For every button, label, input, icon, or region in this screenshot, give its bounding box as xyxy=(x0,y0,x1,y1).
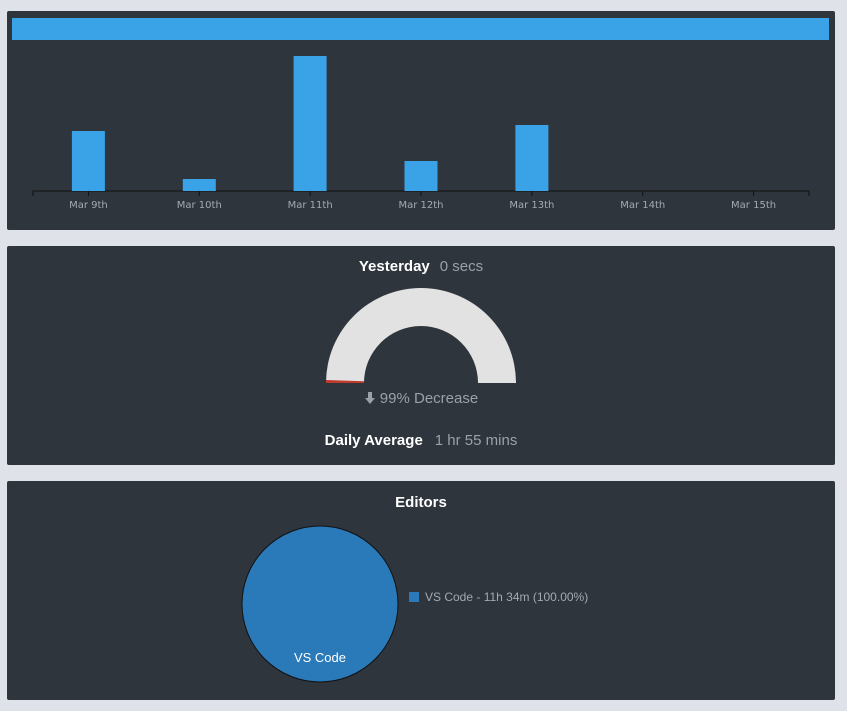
activity-bar[interactable] xyxy=(404,161,438,191)
x-tick-label: Mar 9th xyxy=(69,200,108,211)
editors-title: Editors xyxy=(395,494,447,511)
legend-swatch xyxy=(409,592,419,602)
activity-bar[interactable] xyxy=(515,125,549,191)
x-tick-label: Mar 10th xyxy=(177,200,222,211)
x-tick-label: Mar 15th xyxy=(731,200,776,211)
activity-bar[interactable] xyxy=(293,56,327,191)
yesterday-title: Yesterday xyxy=(358,258,430,275)
activity-panel: Mar 9th Mar 10th Mar 11th Mar 12th Mar 13th M… xyxy=(7,11,835,230)
daily-average-row: Daily Average 1 hr 55 mins xyxy=(7,432,835,449)
arrow-down-icon xyxy=(364,392,375,404)
daily-average-value: 1 hr 55 mins xyxy=(434,432,518,449)
legend-label: VS Code - 11h 34m (100.00%) xyxy=(425,590,589,604)
pie-slice-label: VS Code xyxy=(294,650,346,665)
gauge-track xyxy=(326,288,516,383)
x-tick-label: Mar 14th xyxy=(620,200,665,211)
yesterday-panel: Yesterday 0 secs 99% Decrease Daily Avera… xyxy=(7,246,835,465)
activity-bar[interactable] xyxy=(182,179,216,191)
editors-legend: VS Code - 11h 34m (100.00%) xyxy=(409,590,588,604)
change-indicator: 99% Decrease xyxy=(7,390,835,407)
x-tick-label: Mar 13th xyxy=(509,200,554,211)
x-tick-label: Mar 12th xyxy=(398,200,443,211)
activity-bar-chart: Mar 9th Mar 10th Mar 11th Mar 12th Mar 13th M… xyxy=(32,56,810,211)
yesterday-value: 0 secs xyxy=(439,258,484,275)
activity-bar[interactable] xyxy=(71,131,105,191)
yesterday-gauge xyxy=(326,288,516,383)
activity-header-bar xyxy=(12,18,829,40)
gauge-value-arc xyxy=(326,380,365,383)
pie-slice-vs-code[interactable] xyxy=(241,525,399,683)
daily-average-title: Daily Average xyxy=(324,432,423,449)
editors-pie-chart: VS Code xyxy=(241,525,399,683)
x-tick-label: Mar 11th xyxy=(288,200,333,211)
editors-panel: Editors VS Code VS Code - 11h 34m (100.0… xyxy=(7,481,835,700)
yesterday-row: Yesterday 0 secs xyxy=(7,258,835,275)
change-text: 99% Decrease xyxy=(379,390,479,407)
